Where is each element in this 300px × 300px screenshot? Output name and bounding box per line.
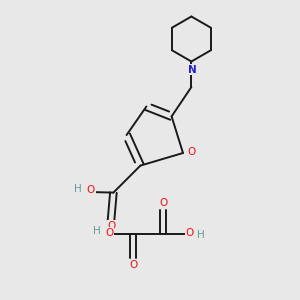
Text: H: H	[74, 184, 82, 194]
Text: O: O	[107, 221, 116, 231]
Text: O: O	[129, 260, 138, 270]
Text: H: H	[197, 230, 205, 241]
Text: O: O	[186, 227, 194, 238]
Text: O: O	[105, 227, 114, 238]
Text: H: H	[93, 226, 101, 236]
Text: O: O	[187, 147, 196, 158]
Text: O: O	[159, 198, 168, 208]
Text: O: O	[87, 184, 95, 195]
Text: N: N	[188, 65, 197, 75]
